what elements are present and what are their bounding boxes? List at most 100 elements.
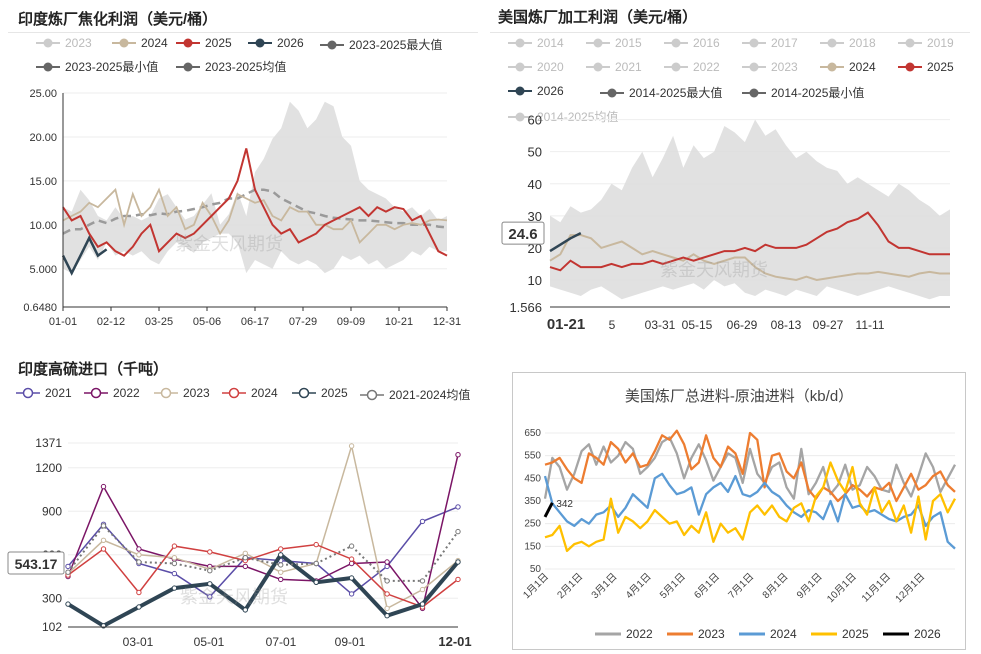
x-tick-label: 09-27: [813, 318, 844, 332]
chart-legend[interactable]: 2021 2022 2023 2024 2025 2021-2024均值: [16, 386, 486, 406]
legend-item[interactable]: 2022: [664, 60, 720, 74]
legend-item[interactable]: 2021-2024均值: [360, 386, 470, 403]
y-tick-label: 450: [524, 473, 541, 484]
data-point: [207, 594, 213, 600]
x-tick-label: 11-11: [856, 318, 885, 332]
title-divider: [490, 32, 970, 33]
y-tick-label: 650: [524, 428, 541, 439]
data-point: [100, 523, 107, 529]
legend-label: 2022: [113, 386, 140, 400]
data-point: [242, 563, 249, 570]
panel-india-coking-margin: 印度炼厂焦化利润（美元/桶） 2023 2024 2025 2026 2023-2025…: [0, 0, 488, 345]
data-point: [278, 546, 284, 552]
legend-item[interactable]: 2016: [664, 36, 720, 50]
legend-item[interactable]: 2014-2025最大值: [600, 84, 722, 101]
legend-label: 2021: [45, 386, 72, 400]
legend-item[interactable]: 2019: [898, 36, 954, 50]
data-point: [384, 605, 390, 612]
legend-item[interactable]: 2025: [176, 36, 232, 50]
legend-item[interactable]: 2024: [820, 60, 876, 74]
panel-us-refinery-margin: 美国炼厂加工利润（美元/桶） 2014 2015 2016 2017 2018 2019 2…: [490, 0, 981, 345]
legend-item[interactable]: 2020: [508, 60, 564, 74]
legend-label: 2014-2025最大值: [629, 86, 723, 100]
legend-label: 2015: [615, 36, 642, 50]
legend-item[interactable]: 2018: [820, 36, 876, 50]
legend-item[interactable]: 2024: [112, 36, 168, 50]
x-tick-label: 7月1日: [726, 571, 756, 601]
legend-label: 2025: [321, 386, 348, 400]
chart-legend[interactable]: 2023 2024 2025 2026 2023-2025最大值 2023-2025最小值…: [36, 36, 486, 80]
legend-item[interactable]: 2021: [586, 60, 642, 74]
y-tick-label: 102: [42, 620, 62, 634]
series-line-2025: [66, 551, 460, 629]
series-line-2022: [543, 436, 957, 500]
legend-item[interactable]: 2014: [508, 36, 564, 50]
legend-label: 2026: [914, 627, 941, 641]
legend-item[interactable]: 2017: [742, 36, 798, 50]
legend-label: 2024: [770, 627, 797, 641]
data-point: [348, 556, 355, 562]
legend-item[interactable]: 2025: [898, 60, 954, 74]
legend-label: 2024: [251, 386, 278, 400]
x-tick-label: 06-17: [241, 316, 269, 328]
data-point: [171, 570, 178, 577]
legend-label: 2025: [205, 36, 232, 50]
data-point: [455, 452, 461, 458]
x-tick-label: 01-01: [49, 316, 77, 328]
y-tick-label: 20: [528, 241, 542, 256]
legend-item[interactable]: 2023-2025最大值: [320, 36, 442, 53]
data-point: [136, 559, 142, 565]
x-tick-label: 03-01: [123, 635, 154, 649]
legend-item[interactable]: 2024: [739, 627, 797, 641]
data-point: [171, 543, 178, 549]
y-tick-label: 15.00: [29, 176, 57, 188]
current-value-tag: [7, 551, 65, 575]
legend-item[interactable]: 2024: [222, 386, 278, 400]
x-tick-label: 12-01: [438, 634, 471, 649]
chart-title: 美国炼厂总进料-原油进料（kb/d）: [624, 388, 854, 405]
legend-item[interactable]: 2025: [811, 627, 869, 641]
legend-item[interactable]: 2015: [586, 36, 642, 50]
series-line-2025: [62, 148, 448, 257]
legend-item[interactable]: 2026: [248, 36, 304, 50]
legend-item[interactable]: 2023: [154, 386, 210, 400]
legend-item[interactable]: 2023: [667, 627, 725, 641]
legend-item[interactable]: 2022: [84, 386, 140, 400]
legend-item[interactable]: 2023: [742, 60, 798, 74]
data-point: [65, 601, 71, 607]
data-point: [171, 560, 178, 567]
data-point: [455, 559, 461, 565]
data-point: [242, 555, 249, 561]
legend-item[interactable]: 2023-2025均值: [176, 58, 286, 75]
y-tick-label: 20.00: [29, 132, 57, 144]
y-tick-label: 50: [528, 145, 542, 160]
legend-item[interactable]: 2023: [36, 36, 92, 50]
legend-item[interactable]: 2014-2025均值: [508, 108, 618, 125]
legend-label: 2023: [65, 36, 92, 50]
y-tick-label: 150: [524, 541, 541, 552]
legend-label: 2014: [537, 36, 564, 50]
y-tick-label: 10.00: [29, 220, 57, 232]
legend-item[interactable]: 2025: [292, 386, 348, 400]
y-tick-label: 900: [42, 504, 62, 518]
legend-item[interactable]: 2026: [883, 627, 941, 641]
chart-legend[interactable]: 2014 2015 2016 2017 2018 2019 2020 2021 2022 2023…: [508, 36, 978, 136]
legend-item[interactable]: 2022: [595, 627, 653, 641]
legend-item[interactable]: 2014-2025最小值: [742, 84, 864, 101]
x-tick-label: 08-13: [771, 318, 802, 332]
data-point: [65, 563, 71, 570]
legend-item[interactable]: 2023-2025最小值: [36, 58, 158, 75]
legend-item[interactable]: 2026: [508, 84, 564, 98]
y-tick-label: 300: [42, 591, 62, 605]
data-point: [136, 604, 142, 610]
legend-label: 2025: [842, 627, 869, 641]
data-point: [278, 562, 284, 568]
x-tick-label: 07-29: [289, 316, 317, 328]
legend-item[interactable]: 2021: [16, 386, 72, 400]
data-point: [65, 569, 71, 575]
series-line-2024: [549, 234, 950, 282]
legend-label: 2014-2025最小值: [771, 86, 865, 100]
x-tick-label: 01-21: [547, 316, 585, 333]
chart-legend[interactable]: 2022 2023 2024 2025 2026: [595, 627, 955, 643]
x-tick-label: 12月1日: [893, 571, 927, 605]
